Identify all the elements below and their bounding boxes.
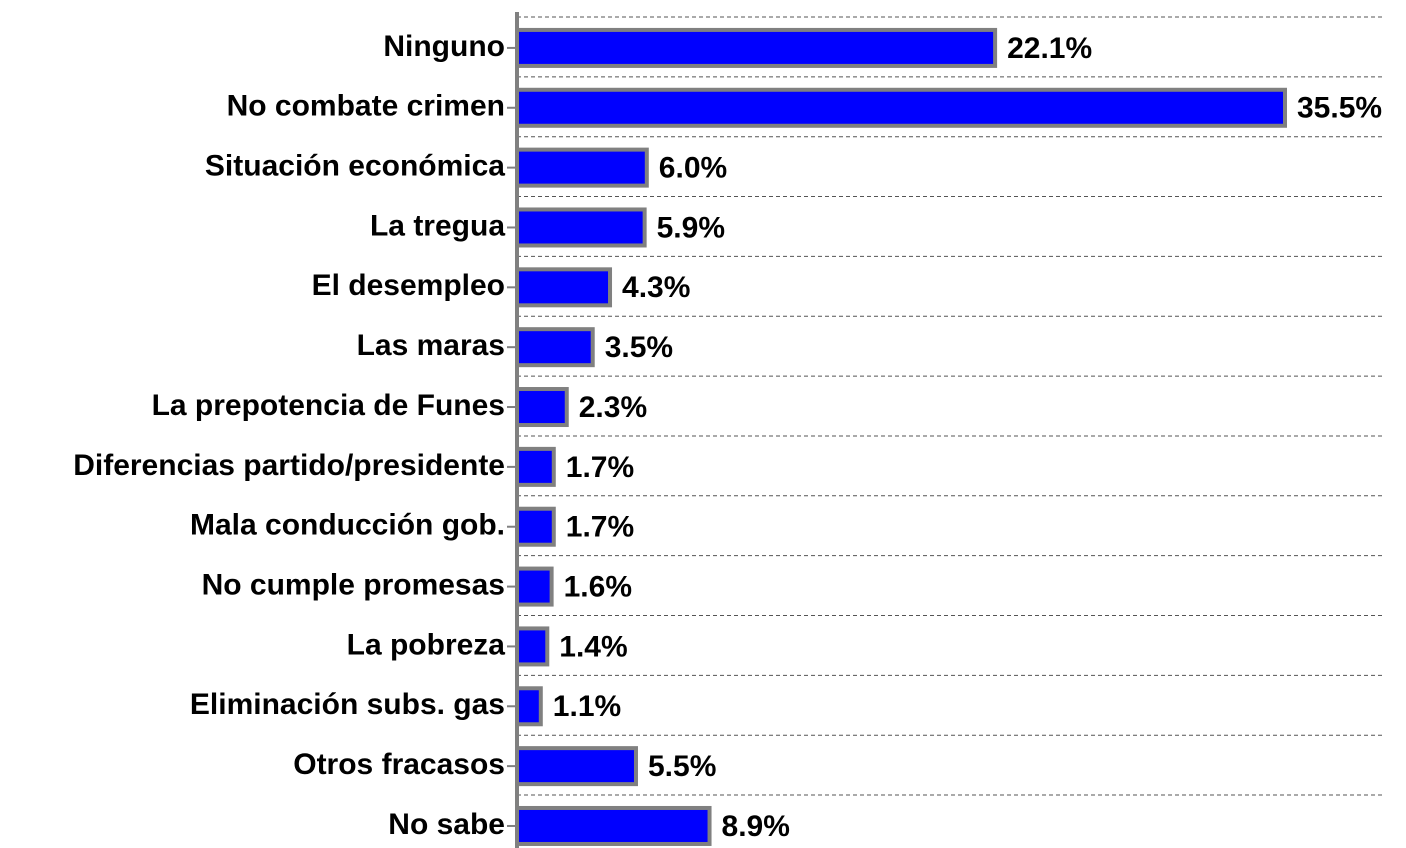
bar: [515, 27, 998, 68]
y-tick-label: La tregua: [370, 209, 505, 242]
bar: [515, 626, 550, 667]
value-label: 4.3%: [622, 271, 690, 304]
bar: [515, 147, 649, 188]
bar: [515, 805, 712, 846]
value-label: 1.4%: [559, 630, 627, 663]
bar: [515, 746, 638, 787]
bar: [515, 87, 1287, 128]
value-label: 22.1%: [1007, 32, 1092, 65]
y-tick-label: No combate crimen: [227, 90, 505, 123]
bar: [515, 207, 647, 248]
value-label: 1.1%: [553, 690, 621, 723]
value-label: 3.5%: [605, 331, 673, 364]
value-label: 6.0%: [659, 152, 727, 185]
bar: [515, 566, 554, 607]
y-tick-label: Las maras: [357, 329, 505, 362]
bar: [515, 506, 556, 547]
y-tick-label: No sabe: [388, 808, 505, 841]
y-tick-label: La prepotencia de Funes: [152, 389, 505, 422]
y-tick-label: No cumple promesas: [202, 568, 505, 601]
value-label: 1.6%: [564, 570, 632, 603]
value-label: 1.7%: [566, 511, 634, 544]
y-tick-label: Otros fracasos: [293, 748, 505, 781]
y-tick-label: La pobreza: [347, 628, 506, 661]
value-label: 2.3%: [579, 391, 647, 424]
value-label: 5.5%: [648, 750, 716, 783]
bar: [515, 686, 543, 727]
y-tick-label: El desempleo: [312, 269, 505, 302]
value-label: 1.7%: [566, 451, 634, 484]
bar: [515, 387, 569, 428]
value-label: 35.5%: [1297, 92, 1382, 125]
y-tick-label: Eliminación subs. gas: [190, 688, 505, 721]
y-tick-label: Diferencias partido/presidente: [73, 449, 505, 482]
value-label: 8.9%: [722, 810, 790, 843]
y-tick-label: Situación económica: [205, 150, 505, 183]
bar: [515, 327, 595, 368]
bar: [515, 267, 613, 308]
value-label: 5.9%: [657, 211, 725, 244]
y-tick-label: Mala conducción gob.: [190, 509, 505, 542]
bar: [515, 446, 556, 487]
y-tick-label: Ninguno: [383, 30, 505, 63]
